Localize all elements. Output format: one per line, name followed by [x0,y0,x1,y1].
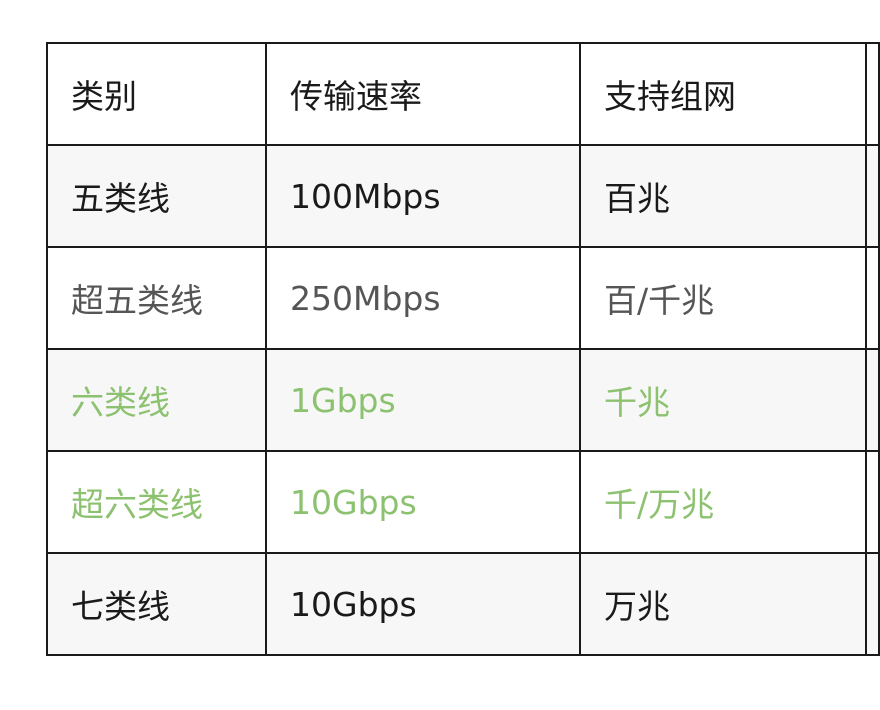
table-cell: 千/万兆 [579,450,867,554]
table-cell: 超五类线 [46,246,267,350]
table-cell: 250Mbps [265,246,581,350]
table-cell: 100Mbps [265,144,581,248]
table-cell: 10Gbps [265,552,581,656]
table-row: 七类线 10Gbps 万兆 [46,552,880,656]
header-cell [865,42,880,146]
table-cell [865,450,880,554]
table-cell: 千兆 [579,348,867,452]
table-row: 六类线 1Gbps 千兆 [46,348,880,452]
table-cell: 百兆 [579,144,867,248]
table-header-row: 类别 传输速率 支持组网 [46,42,880,146]
header-cell: 类别 [46,42,267,146]
table-row: 超五类线 250Mbps 百/千兆 [46,246,880,350]
table-cell: 1Gbps [265,348,581,452]
cable-comparison-table: 类别 传输速率 支持组网 五类线 100Mbps 百兆 超五类线 250Mbps… [46,42,880,656]
table-cell: 五类线 [46,144,267,248]
table-cell [865,246,880,350]
table-cell: 百/千兆 [579,246,867,350]
table-cell [865,348,880,452]
header-cell: 传输速率 [265,42,581,146]
table-cell: 万兆 [579,552,867,656]
table-cell: 六类线 [46,348,267,452]
header-cell: 支持组网 [579,42,867,146]
table-cell: 超六类线 [46,450,267,554]
table-cell [865,552,880,656]
table-row: 超六类线 10Gbps 千/万兆 [46,450,880,554]
table-row: 五类线 100Mbps 百兆 [46,144,880,248]
table-cell [865,144,880,248]
table-cell: 七类线 [46,552,267,656]
table-cell: 10Gbps [265,450,581,554]
